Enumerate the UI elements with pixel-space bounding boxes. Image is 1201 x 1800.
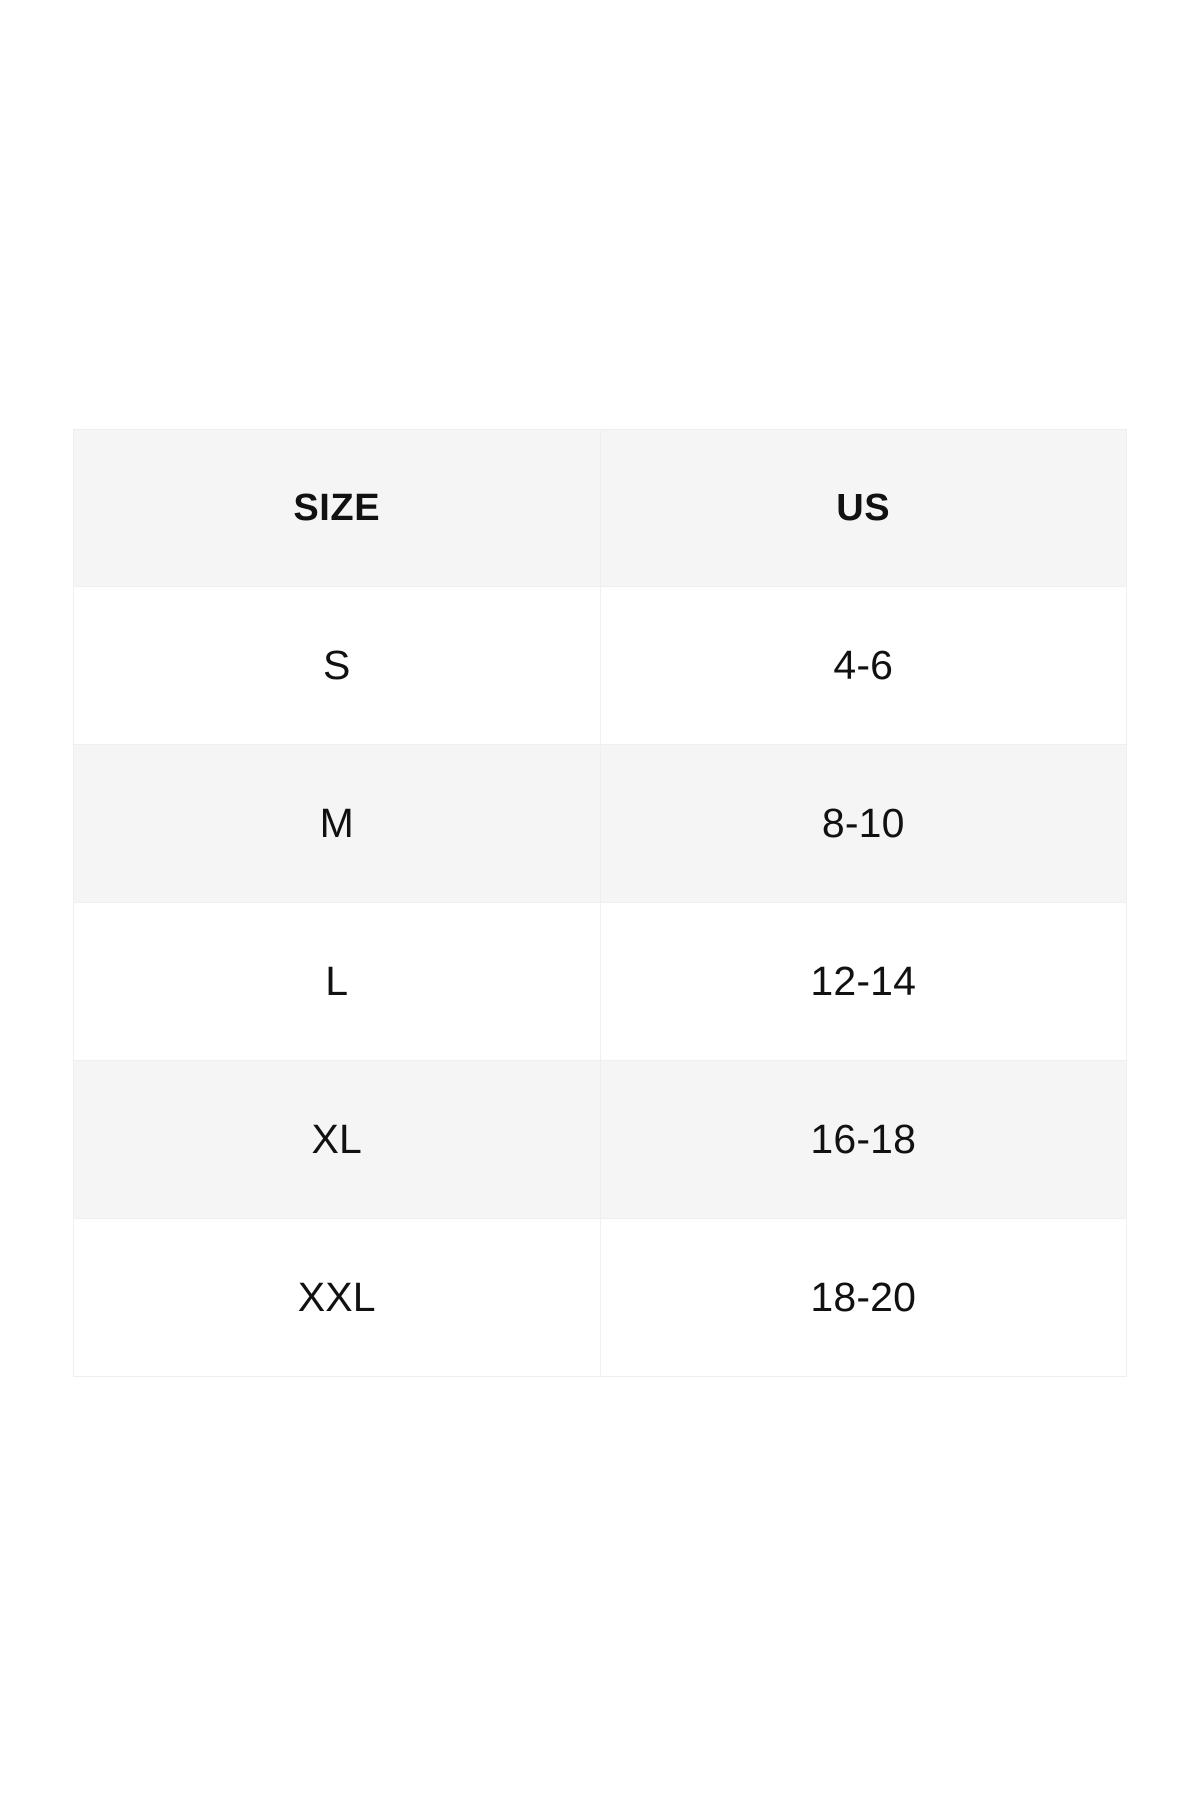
table-row: M 8-10: [73, 744, 1127, 903]
cell-us: 12-14: [599, 902, 1127, 1061]
cell-size: S: [73, 586, 601, 745]
table-header-row: SIZE US: [73, 429, 1127, 587]
column-header-us: US: [599, 429, 1127, 587]
cell-us: 4-6: [599, 586, 1127, 745]
cell-us: 18-20: [599, 1218, 1127, 1377]
size-chart-body: S 4-6 M 8-10 L 12-14 XL 16-18 XXL 18-20: [73, 586, 1127, 1377]
size-chart-header: SIZE US: [73, 429, 1127, 587]
table-row: L 12-14: [73, 902, 1127, 1061]
table-row: XXL 18-20: [73, 1218, 1127, 1377]
table-row: XL 16-18: [73, 1060, 1127, 1219]
size-chart-table: SIZE US S 4-6 M 8-10 L 12-14 XL 16-18 XX: [73, 429, 1127, 1377]
cell-size: L: [73, 902, 601, 1061]
cell-us: 16-18: [599, 1060, 1127, 1219]
cell-size: XXL: [73, 1218, 601, 1377]
cell-size: XL: [73, 1060, 601, 1219]
cell-size: M: [73, 744, 601, 903]
table-row: S 4-6: [73, 586, 1127, 745]
column-header-size: SIZE: [73, 429, 601, 587]
cell-us: 8-10: [599, 744, 1127, 903]
